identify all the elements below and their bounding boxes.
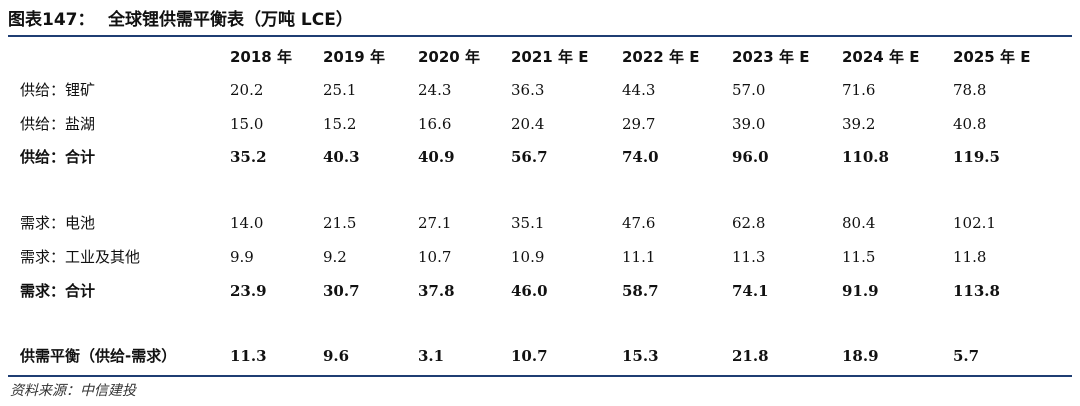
cell: 96.0	[732, 148, 769, 166]
cell: 110.8	[842, 148, 889, 166]
table-header: 2018 年 2019 年 2020 年 2021 年 E 2022 年 E 2…	[0, 46, 1080, 70]
cell: 40.3	[323, 148, 360, 166]
cell: 11.5	[842, 248, 876, 266]
cell: 58.7	[622, 282, 659, 300]
cell: 18.9	[842, 347, 879, 365]
table-row: 供给：盐湖 15.0 15.2 16.6 20.4 29.7 39.0 39.2…	[0, 111, 1080, 137]
cell: 91.9	[842, 282, 879, 300]
cell: 37.8	[418, 282, 455, 300]
source-note: 资料来源：中信建投	[10, 383, 136, 399]
cell: 11.3	[230, 347, 267, 365]
cell: 39.2	[842, 115, 876, 133]
cell: 74.0	[622, 148, 659, 166]
cell: 46.0	[511, 282, 548, 300]
cell: 25.1	[323, 81, 357, 99]
row-label: 需求：电池	[20, 214, 96, 232]
cell: 29.7	[622, 115, 656, 133]
column-header-2020: 2020 年	[418, 48, 480, 66]
column-header-2025e: 2025 年 E	[953, 48, 1031, 66]
row-label: 供给：合计	[20, 148, 96, 166]
column-header-2018: 2018 年	[230, 48, 292, 66]
cell: 39.0	[732, 115, 766, 133]
cell: 35.2	[230, 148, 267, 166]
cell: 30.7	[323, 282, 360, 300]
cell: 27.1	[418, 214, 452, 232]
table-row-balance: 供需平衡（供给-需求） 11.3 9.6 3.1 10.7 15.3 21.8 …	[0, 343, 1080, 369]
column-header-2024e: 2024 年 E	[842, 48, 920, 66]
cell: 56.7	[511, 148, 548, 166]
cell: 15.0	[230, 115, 264, 133]
cell: 11.1	[622, 248, 656, 266]
cell: 62.8	[732, 214, 766, 232]
cell: 24.3	[418, 81, 452, 99]
cell: 57.0	[732, 81, 766, 99]
top-rule	[8, 35, 1072, 37]
row-label: 需求：合计	[20, 282, 96, 300]
cell: 21.8	[732, 347, 769, 365]
cell: 15.3	[622, 347, 659, 365]
cell: 20.4	[511, 115, 545, 133]
table-row-demand-total: 需求：合计 23.9 30.7 37.8 46.0 58.7 74.1 91.9…	[0, 278, 1080, 304]
row-label: 供需平衡（供给-需求）	[20, 347, 177, 365]
column-header-2022e: 2022 年 E	[622, 48, 700, 66]
cell: 102.1	[953, 214, 996, 232]
cell: 10.7	[418, 248, 452, 266]
cell: 119.5	[953, 148, 1000, 166]
table-title: 图表147： 全球锂供需平衡表（万吨 LCE）	[8, 6, 1072, 34]
cell: 20.2	[230, 81, 264, 99]
cell: 11.3	[732, 248, 766, 266]
row-label: 需求：工业及其他	[20, 248, 141, 266]
title-text: 全球锂供需平衡表（万吨 LCE）	[108, 10, 353, 30]
cell: 44.3	[622, 81, 656, 99]
cell: 113.8	[953, 282, 1000, 300]
cell: 71.6	[842, 81, 876, 99]
cell: 80.4	[842, 214, 876, 232]
cell: 15.2	[323, 115, 357, 133]
figure-number: 图表147：	[8, 10, 95, 30]
column-header-2023e: 2023 年 E	[732, 48, 810, 66]
row-label: 供给：锂矿	[20, 81, 96, 99]
column-header-2021e: 2021 年 E	[511, 48, 589, 66]
table-row: 需求：电池 14.0 21.5 27.1 35.1 47.6 62.8 80.4…	[0, 210, 1080, 236]
cell: 16.6	[418, 115, 452, 133]
table-row: 供给：锂矿 20.2 25.1 24.3 36.3 44.3 57.0 71.6…	[0, 77, 1080, 103]
cell: 9.9	[230, 248, 254, 266]
cell: 10.7	[511, 347, 548, 365]
cell: 47.6	[622, 214, 656, 232]
table-row: 需求：工业及其他 9.9 9.2 10.7 10.9 11.1 11.3 11.…	[0, 244, 1080, 270]
cell: 10.9	[511, 248, 545, 266]
cell: 74.1	[732, 282, 769, 300]
cell: 11.8	[953, 248, 987, 266]
cell: 21.5	[323, 214, 357, 232]
cell: 23.9	[230, 282, 267, 300]
cell: 5.7	[953, 347, 980, 365]
cell: 35.1	[511, 214, 545, 232]
table-row-supply-total: 供给：合计 35.2 40.3 40.9 56.7 74.0 96.0 110.…	[0, 144, 1080, 170]
bottom-rule	[8, 375, 1072, 377]
cell: 40.9	[418, 148, 455, 166]
cell: 9.6	[323, 347, 350, 365]
cell: 78.8	[953, 81, 987, 99]
row-label: 供给：盐湖	[20, 115, 96, 133]
cell: 9.2	[323, 248, 347, 266]
cell: 3.1	[418, 347, 445, 365]
column-header-2019: 2019 年	[323, 48, 385, 66]
cell: 14.0	[230, 214, 264, 232]
cell: 36.3	[511, 81, 545, 99]
cell: 40.8	[953, 115, 987, 133]
